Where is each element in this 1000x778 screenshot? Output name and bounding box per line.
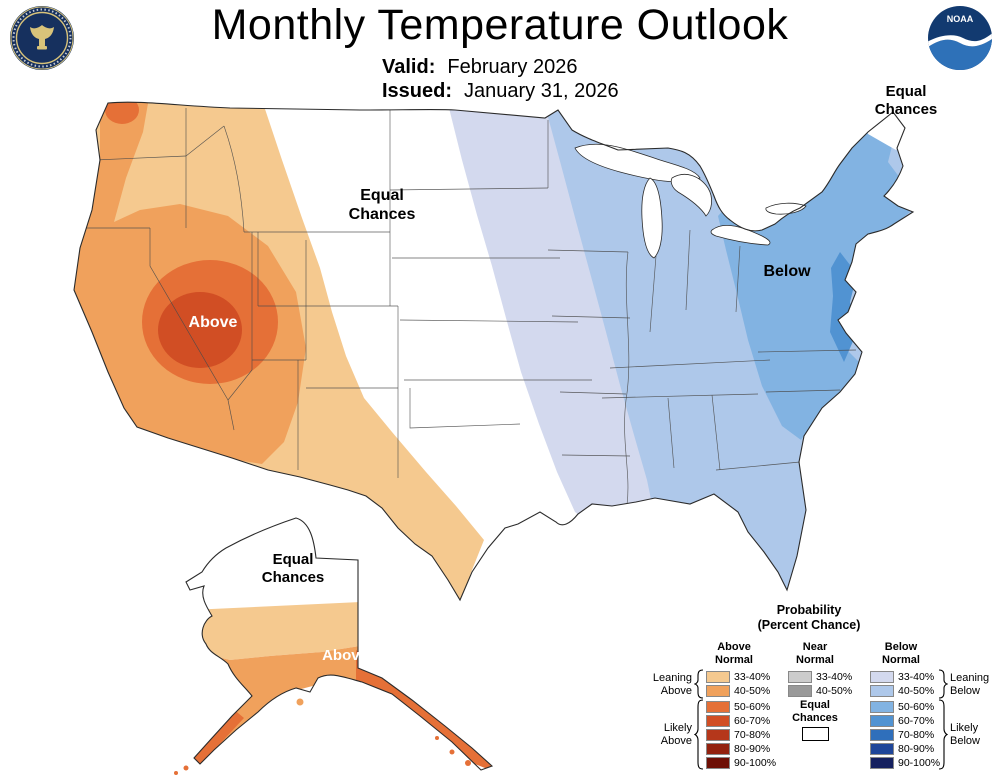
- legend-row-above-5: 70-80%: [706, 728, 770, 741]
- probability-legend: Probability (Percent Chance) Above Norma…: [618, 598, 1000, 778]
- swatch-below-33-40: [870, 670, 894, 683]
- bracket-likely-above: [694, 699, 704, 770]
- above-region-60-70: [158, 292, 242, 368]
- legend-row-above-1: 33-40%: [706, 670, 770, 683]
- bracket-likely-below: [938, 699, 948, 770]
- conus-outline: [73, 101, 915, 602]
- issued-value: January 31, 2026: [464, 80, 619, 103]
- label-maine-equal-1: Equal: [886, 83, 927, 100]
- legend-row-below-2: 40-50%: [870, 684, 934, 697]
- label-maine-equal-2: Chances: [875, 101, 938, 118]
- legend-row-below-3: 50-60%: [870, 700, 934, 713]
- legend-title-line2: (Percent Chance): [757, 618, 861, 632]
- swatch-above-33-40: [706, 670, 730, 683]
- label-leaning-below: Leaning Below: [950, 672, 990, 698]
- lake-michigan: [641, 177, 663, 259]
- swatch-equal-chances: [802, 727, 829, 741]
- legend-row-above-4: 60-70%: [706, 714, 770, 727]
- legend-equal-chances-label: Equal Chances: [792, 699, 838, 725]
- legend-row-below-7: 90-100%: [870, 756, 940, 769]
- commerce-seal-logo: [9, 5, 75, 71]
- lake-huron: [670, 174, 712, 217]
- label-alaska-equal-1: Equal: [273, 551, 314, 568]
- legend-row-above-2: 40-50%: [706, 684, 770, 697]
- valid-label: Valid:: [382, 56, 436, 78]
- noaa-logo: NOAA: [927, 5, 993, 71]
- lake-ontario: [765, 202, 807, 215]
- legend-row-below-4: 60-70%: [870, 714, 934, 727]
- valid-issued-block: Valid: February 2026 Issued: January 31,…: [382, 55, 619, 104]
- legend-row-above-6: 80-90%: [706, 742, 770, 755]
- legend-title-line1: Probability: [776, 603, 842, 617]
- swatch-above-80-90: [706, 742, 730, 755]
- alaska-above-33-40: [190, 602, 360, 660]
- above-region-olympic: [105, 102, 139, 124]
- valid-value: February 2026: [447, 56, 578, 78]
- legend-row-below-1: 33-40%: [870, 670, 934, 683]
- legend-row-near-2: 40-50%: [788, 684, 852, 697]
- bracket-leaning-below: [938, 669, 948, 699]
- legend-row-above-7: 90-100%: [706, 756, 776, 769]
- issued-row: Issued: January 31, 2026: [382, 79, 619, 103]
- legend-header-below: Below Normal: [882, 641, 920, 667]
- legend-header-above: Above Normal: [715, 641, 753, 667]
- swatch-above-70-80: [706, 728, 730, 741]
- label-likely-below: Likely Below: [950, 722, 980, 748]
- label-leaning-above: Leaning Above: [652, 672, 692, 698]
- legend-row-near-1: 33-40%: [788, 670, 852, 683]
- label-west-above: Above: [189, 314, 238, 331]
- label-east-below: Below: [763, 263, 811, 280]
- noaa-emblem-icon: NOAA: [928, 6, 992, 70]
- swatch-above-90-100: [706, 756, 730, 769]
- legend-row-below-6: 80-90%: [870, 742, 934, 755]
- swatch-below-60-70: [870, 714, 894, 727]
- legend-title: Probability (Percent Chance): [618, 603, 1000, 633]
- page-title: Monthly Temperature Outlook: [211, 1, 789, 49]
- issued-label: Issued:: [382, 80, 453, 103]
- legend-header-near: Near Normal: [796, 641, 834, 667]
- swatch-below-40-50: [870, 684, 894, 697]
- bracket-leaning-above: [694, 669, 704, 699]
- swatch-below-70-80: [870, 728, 894, 741]
- commerce-seal-icon: [10, 6, 74, 70]
- swatch-below-90-100: [870, 756, 894, 769]
- label-plains-equal-1: Equal: [360, 187, 404, 204]
- label-alaska-above: Above: [322, 647, 368, 664]
- swatch-below-50-60: [870, 700, 894, 713]
- legend-row-below-5: 70-80%: [870, 728, 934, 741]
- label-alaska-equal-2: Chances: [262, 569, 325, 586]
- swatch-above-60-70: [706, 714, 730, 727]
- label-likely-above: Likely Above: [660, 722, 692, 748]
- swatch-near-33-40: [788, 670, 812, 683]
- noaa-wordmark: NOAA: [947, 14, 974, 24]
- swatch-above-40-50: [706, 684, 730, 697]
- alaska-outline: [185, 517, 494, 771]
- swatch-below-80-90: [870, 742, 894, 755]
- legend-row-above-3: 50-60%: [706, 700, 770, 713]
- alaska-islands: [174, 698, 471, 775]
- noaa-seagull-icon: [928, 31, 992, 49]
- state-borders: [74, 108, 857, 506]
- label-plains-equal-2: Chances: [349, 206, 416, 223]
- swatch-above-50-60: [706, 700, 730, 713]
- swatch-near-40-50: [788, 684, 812, 697]
- alaska-peninsula-50-60: [186, 708, 244, 770]
- valid-row: Valid: February 2026: [382, 55, 619, 79]
- conus-fill-layers: [74, 102, 913, 600]
